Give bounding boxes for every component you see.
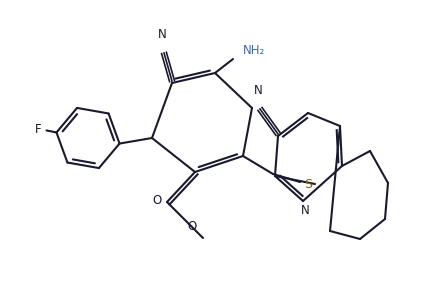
Text: S: S <box>304 178 312 191</box>
Text: N: N <box>301 203 309 217</box>
Text: O: O <box>152 194 162 207</box>
Text: N: N <box>254 84 262 97</box>
Text: O: O <box>187 219 197 233</box>
Text: F: F <box>35 123 42 136</box>
Text: NH₂: NH₂ <box>243 45 265 58</box>
Text: N: N <box>158 29 166 42</box>
